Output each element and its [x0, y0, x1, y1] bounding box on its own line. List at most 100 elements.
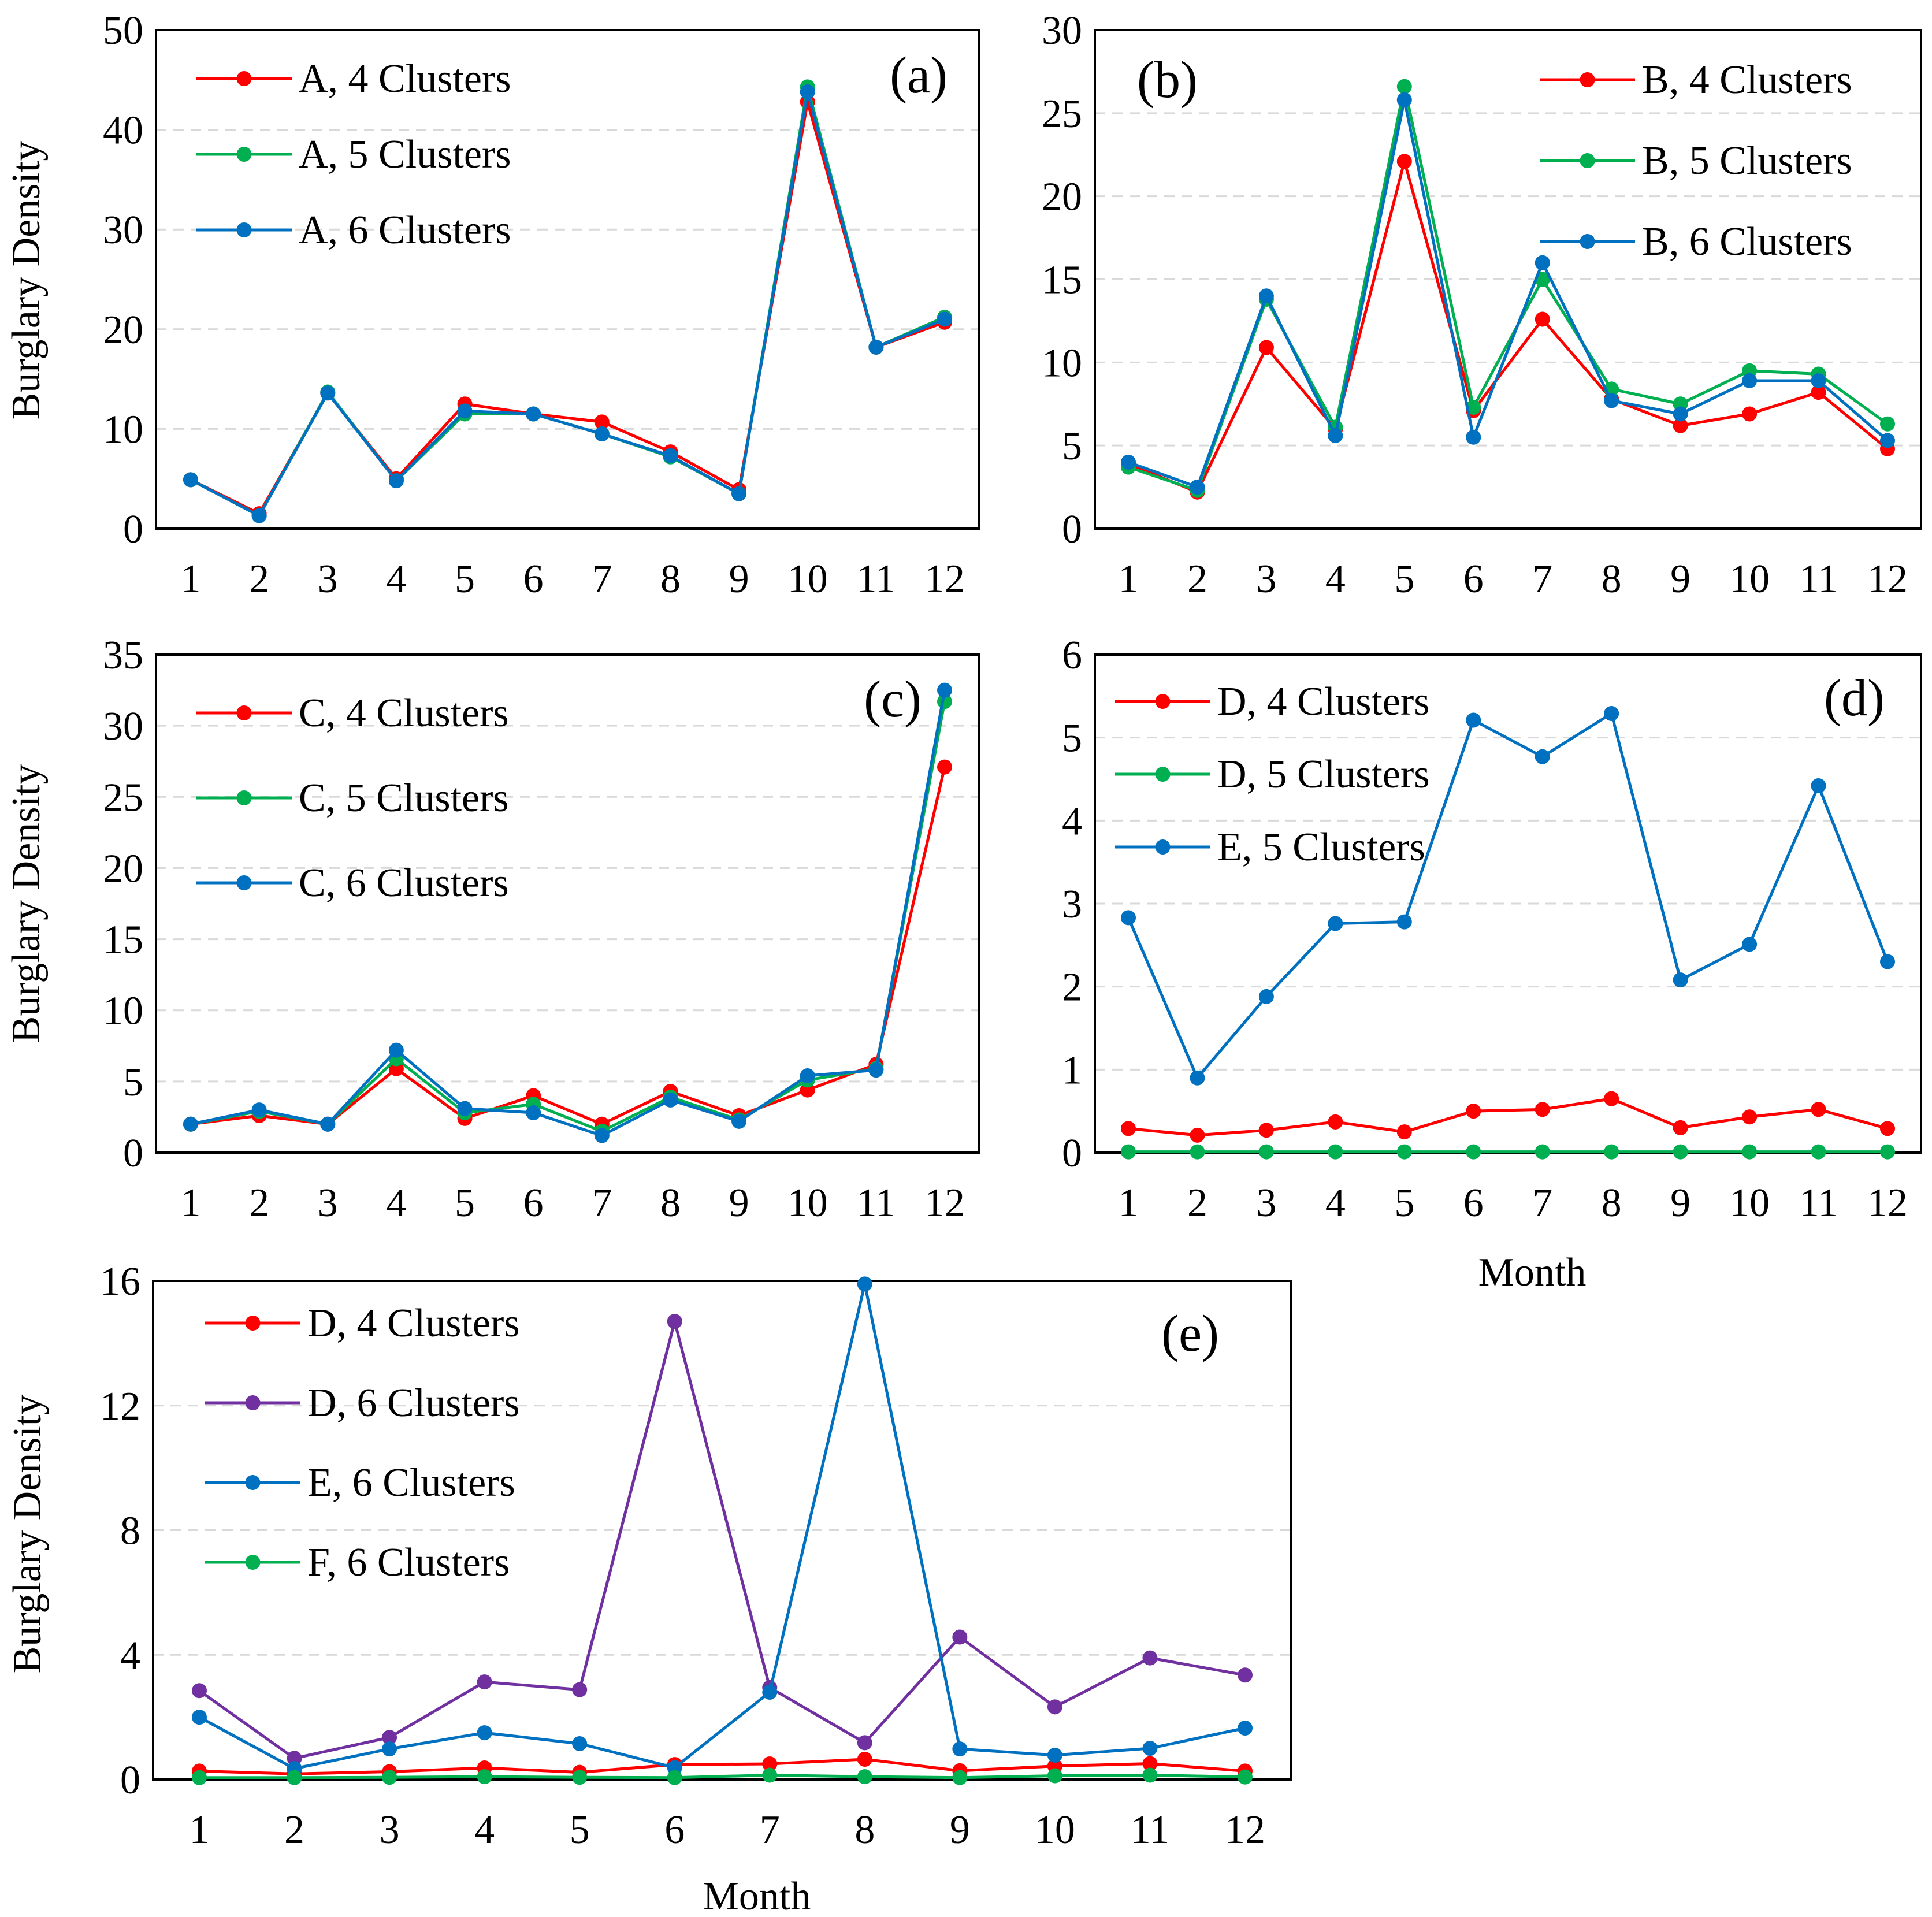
- x-tick-label: 1: [1119, 557, 1139, 601]
- legend-label: B, 4 Clusters: [1642, 58, 1852, 102]
- y-tick-label: 20: [103, 846, 143, 891]
- data-point: [1604, 1144, 1619, 1160]
- y-axis-title: Burglary Density: [5, 1395, 50, 1674]
- series-line: [1128, 1097, 1888, 1137]
- data-point: [1811, 778, 1826, 793]
- data-point: [1466, 1104, 1481, 1119]
- x-tick-label: 9: [950, 1808, 970, 1852]
- x-tick-label: 9: [1670, 557, 1690, 601]
- x-tick-label: 6: [1463, 1181, 1484, 1225]
- legend-label: C, 4 Clusters: [299, 691, 509, 735]
- legend-label: D, 5 Clusters: [1217, 752, 1430, 797]
- data-point: [1880, 416, 1895, 432]
- x-tick-label: 8: [1602, 1181, 1622, 1225]
- data-point: [572, 1736, 588, 1751]
- data-point: [1121, 1121, 1136, 1136]
- data-point: [1238, 1667, 1253, 1683]
- x-tick-label: 8: [660, 1181, 681, 1225]
- data-point: [1811, 373, 1826, 388]
- x-tick-label: 11: [1799, 1181, 1838, 1225]
- data-point: [1142, 1756, 1158, 1771]
- legend-label: C, 5 Clusters: [299, 776, 509, 820]
- data-point: [1328, 428, 1343, 443]
- data-point: [800, 1068, 815, 1084]
- legend-swatch-marker: [236, 147, 252, 162]
- data-point: [937, 311, 952, 327]
- data-point: [1328, 1144, 1343, 1160]
- x-tick-label: 12: [1225, 1808, 1265, 1852]
- data-point: [1604, 706, 1619, 722]
- y-tick-label: 0: [1062, 1131, 1082, 1176]
- x-tick-label: 5: [455, 557, 475, 601]
- data-point: [1142, 1741, 1158, 1756]
- x-tick-label: 10: [1035, 1808, 1075, 1852]
- legend-swatch-marker: [236, 790, 252, 805]
- data-point: [477, 1674, 492, 1690]
- x-tick-label: 10: [787, 557, 828, 601]
- x-tick-label: 7: [592, 557, 612, 601]
- x-tick-label: 9: [729, 1181, 749, 1225]
- data-point: [1047, 1747, 1062, 1763]
- data-point: [1811, 1102, 1826, 1117]
- y-tick-label: 3: [1062, 882, 1082, 927]
- data-point: [1142, 1650, 1158, 1666]
- data-point: [952, 1629, 968, 1645]
- data-point: [382, 1770, 397, 1785]
- data-point: [1328, 1114, 1343, 1130]
- data-point: [192, 1770, 207, 1785]
- y-tick-label: 10: [103, 989, 143, 1034]
- data-point: [663, 448, 678, 464]
- data-point: [382, 1741, 397, 1757]
- x-tick-label: 5: [455, 1181, 475, 1225]
- data-point: [388, 1042, 404, 1058]
- legend-label: A, 6 Clusters: [299, 208, 511, 252]
- data-point: [1121, 910, 1136, 926]
- x-tick-label: 5: [1394, 1181, 1414, 1225]
- series-line: [198, 1320, 1246, 1760]
- y-tick-label: 10: [103, 407, 143, 452]
- series-d-5-clusters: [1121, 1144, 1895, 1160]
- data-point: [1466, 429, 1481, 445]
- y-tick-label: 4: [120, 1633, 140, 1678]
- data-point: [857, 1735, 872, 1751]
- panel-label: (a): [890, 47, 948, 104]
- legend-swatch-marker: [1155, 767, 1171, 782]
- x-tick-label: 4: [1325, 557, 1346, 601]
- data-point: [1238, 1769, 1253, 1785]
- data-point: [1604, 1091, 1619, 1106]
- legend-label: E, 5 Clusters: [1217, 825, 1425, 870]
- x-tick-label: 7: [592, 1181, 612, 1225]
- y-tick-label: 25: [103, 775, 143, 820]
- x-tick-label: 12: [1867, 1181, 1908, 1225]
- series-e-5-clusters: [1121, 706, 1895, 1086]
- y-tick-label: 15: [1042, 258, 1082, 303]
- x-tick-label: 9: [729, 557, 749, 601]
- x-tick-label: 1: [1119, 1181, 1139, 1225]
- series-line: [1128, 98, 1889, 489]
- x-tick-label: 6: [523, 1181, 544, 1225]
- y-axis-title: Burglary Density: [4, 141, 49, 420]
- data-point: [192, 1710, 207, 1725]
- data-point: [1190, 1070, 1205, 1086]
- data-point: [526, 1105, 541, 1121]
- x-tick-label: 2: [1187, 557, 1208, 601]
- data-point: [1535, 255, 1550, 270]
- data-point: [1328, 916, 1343, 931]
- plot-area-frame: [155, 653, 980, 1154]
- x-tick-label: 4: [386, 1181, 406, 1225]
- y-tick-label: 5: [1062, 716, 1082, 761]
- data-point: [937, 759, 952, 775]
- x-tick-label: 6: [1463, 557, 1484, 601]
- data-point: [382, 1730, 397, 1745]
- series-b-6-clusters: [1121, 92, 1895, 495]
- x-tick-label: 3: [318, 557, 338, 601]
- x-tick-label: 9: [1670, 1181, 1690, 1225]
- data-point: [594, 1128, 610, 1143]
- legend: B, 4 Clusters B, 5 Clusters B, 6 Clusters: [1540, 58, 1852, 264]
- x-tick-label: 11: [857, 557, 896, 601]
- y-tick-label: 40: [103, 109, 143, 153]
- data-point: [192, 1683, 207, 1699]
- plot-area-frame: [152, 1280, 1292, 1781]
- data-point: [857, 1769, 872, 1785]
